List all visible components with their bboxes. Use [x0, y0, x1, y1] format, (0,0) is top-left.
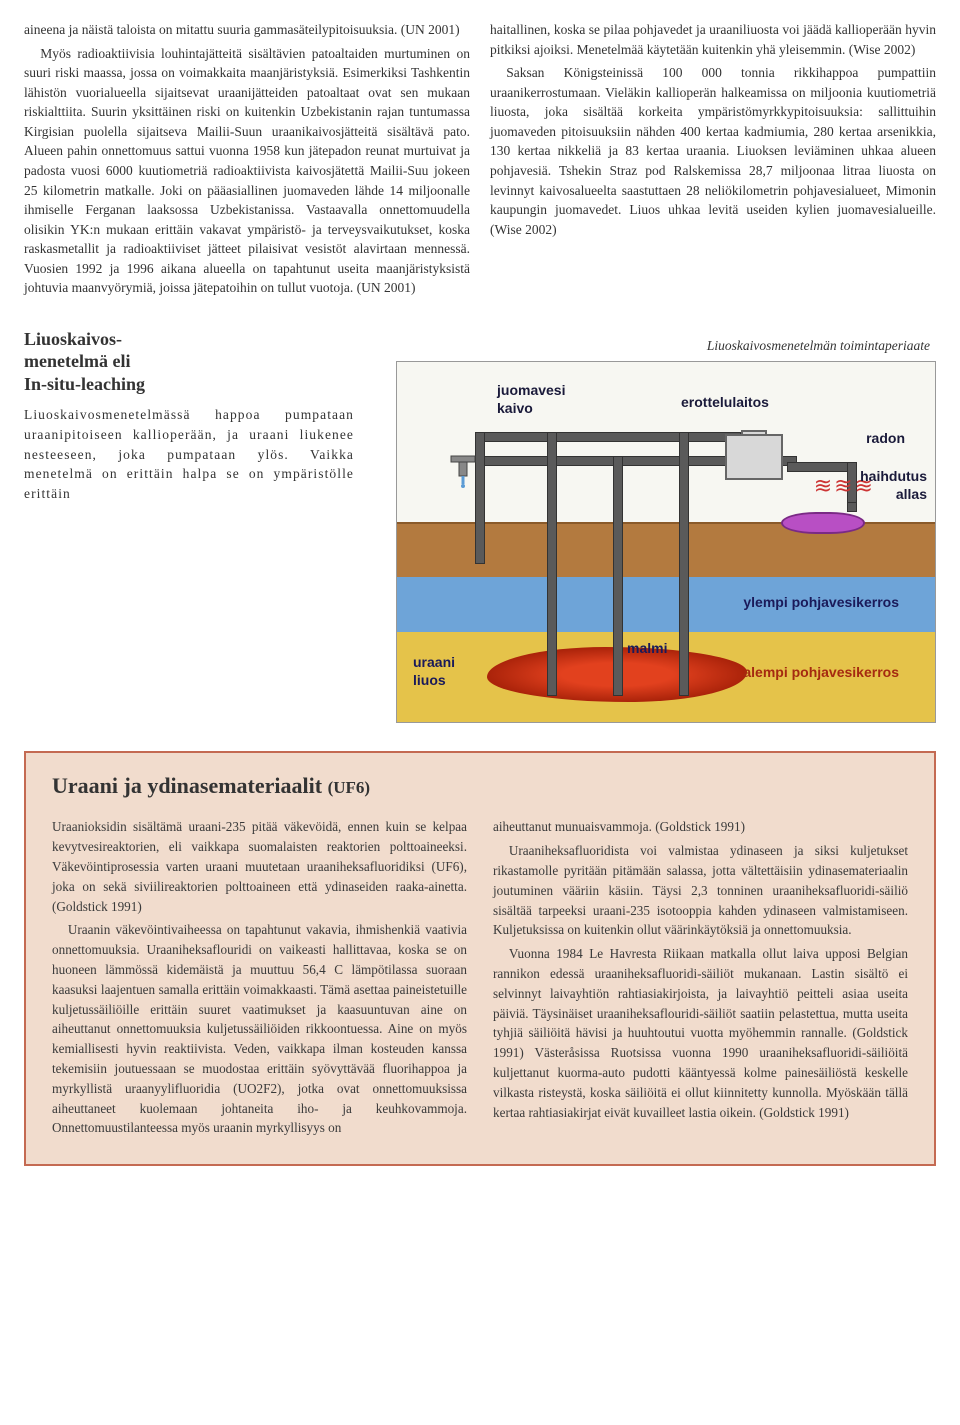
middle-section: Liuoskaivosmenetelmän toimintaperiaate [24, 314, 936, 724]
section-left-block: Liuoskaivos-menetelmä eliIn-situ-leachin… [24, 314, 354, 503]
left-p2: Myös radioaktiivisia louhintajätteitä si… [24, 44, 470, 298]
label-radon: radon [866, 428, 905, 448]
infobox-columns: Uraanioksidin sisältämä uraani-235 pitää… [52, 817, 908, 1142]
infobox-title-suffix: (UF6) [328, 778, 370, 797]
right-p1: haitallinen, koska se pilaa pohjavedet j… [490, 20, 936, 59]
upper-two-column: aineena ja näistä taloista on mitattu su… [24, 20, 936, 302]
label-ylempi: ylempi pohjavesikerros [743, 592, 899, 612]
bb-right-p1: aiheuttanut munuaisvammoja. (Goldstick 1… [493, 817, 908, 837]
diagram-wrapper: Liuoskaivosmenetelmän toimintaperiaate [396, 314, 936, 724]
label-alempi: alempi pohjavesikerros [743, 662, 899, 682]
label-kaivo: kaivo [497, 398, 533, 418]
label-liuos: liuos [413, 670, 446, 690]
label-erottelulaitos: erottelulaitos [681, 392, 769, 412]
infobox-right-col: aiheuttanut munuaisvammoja. (Goldstick 1… [493, 817, 908, 1142]
bb-right-p3: Vuonna 1984 Le Havresta Riikaan matkalla… [493, 944, 908, 1122]
bb-left-p1: Uraanioksidin sisältämä uraani-235 pitää… [52, 817, 467, 916]
evaporation-pond-icon [781, 512, 865, 534]
label-allas: allas [896, 484, 927, 504]
section-heading: Liuoskaivos-menetelmä eliIn-situ-leachin… [24, 328, 354, 396]
separator-plant-icon [717, 430, 787, 480]
left-p1: aineena ja näistä taloista on mitattu su… [24, 20, 470, 40]
label-malmi: malmi [627, 638, 667, 658]
tap-icon [445, 452, 481, 488]
infobox-title-main: Uraani ja ydinasemateriaalit [52, 773, 328, 798]
upper-left-column: aineena ja näistä taloista on mitattu su… [24, 20, 470, 302]
bb-right-p2: Uraaniheksafluoridista voi valmistaa ydi… [493, 841, 908, 940]
right-p2: Saksan Königsteinissä 100 000 tonnia rik… [490, 63, 936, 239]
diagram-caption: Liuoskaivosmenetelmän toimintaperiaate [396, 336, 930, 356]
bb-left-p2: Uraanin väkevöintivaiheessa on tapahtunu… [52, 920, 467, 1138]
upper-right-column: haitallinen, koska se pilaa pohjavedet j… [490, 20, 936, 243]
section-text: Liuoskaivosmenetelmässä happoa pumpataan… [24, 405, 354, 503]
infobox-title: Uraani ja ydinasemateriaalit (UF6) [52, 773, 908, 799]
infobox-left-col: Uraanioksidin sisältämä uraani-235 pitää… [52, 817, 467, 1142]
in-situ-leaching-diagram: ≋≋≋ juomavesi kaivo erottelulaitos radon… [396, 361, 936, 723]
uf6-infobox: Uraani ja ydinasemateriaalit (UF6) Uraan… [24, 751, 936, 1166]
